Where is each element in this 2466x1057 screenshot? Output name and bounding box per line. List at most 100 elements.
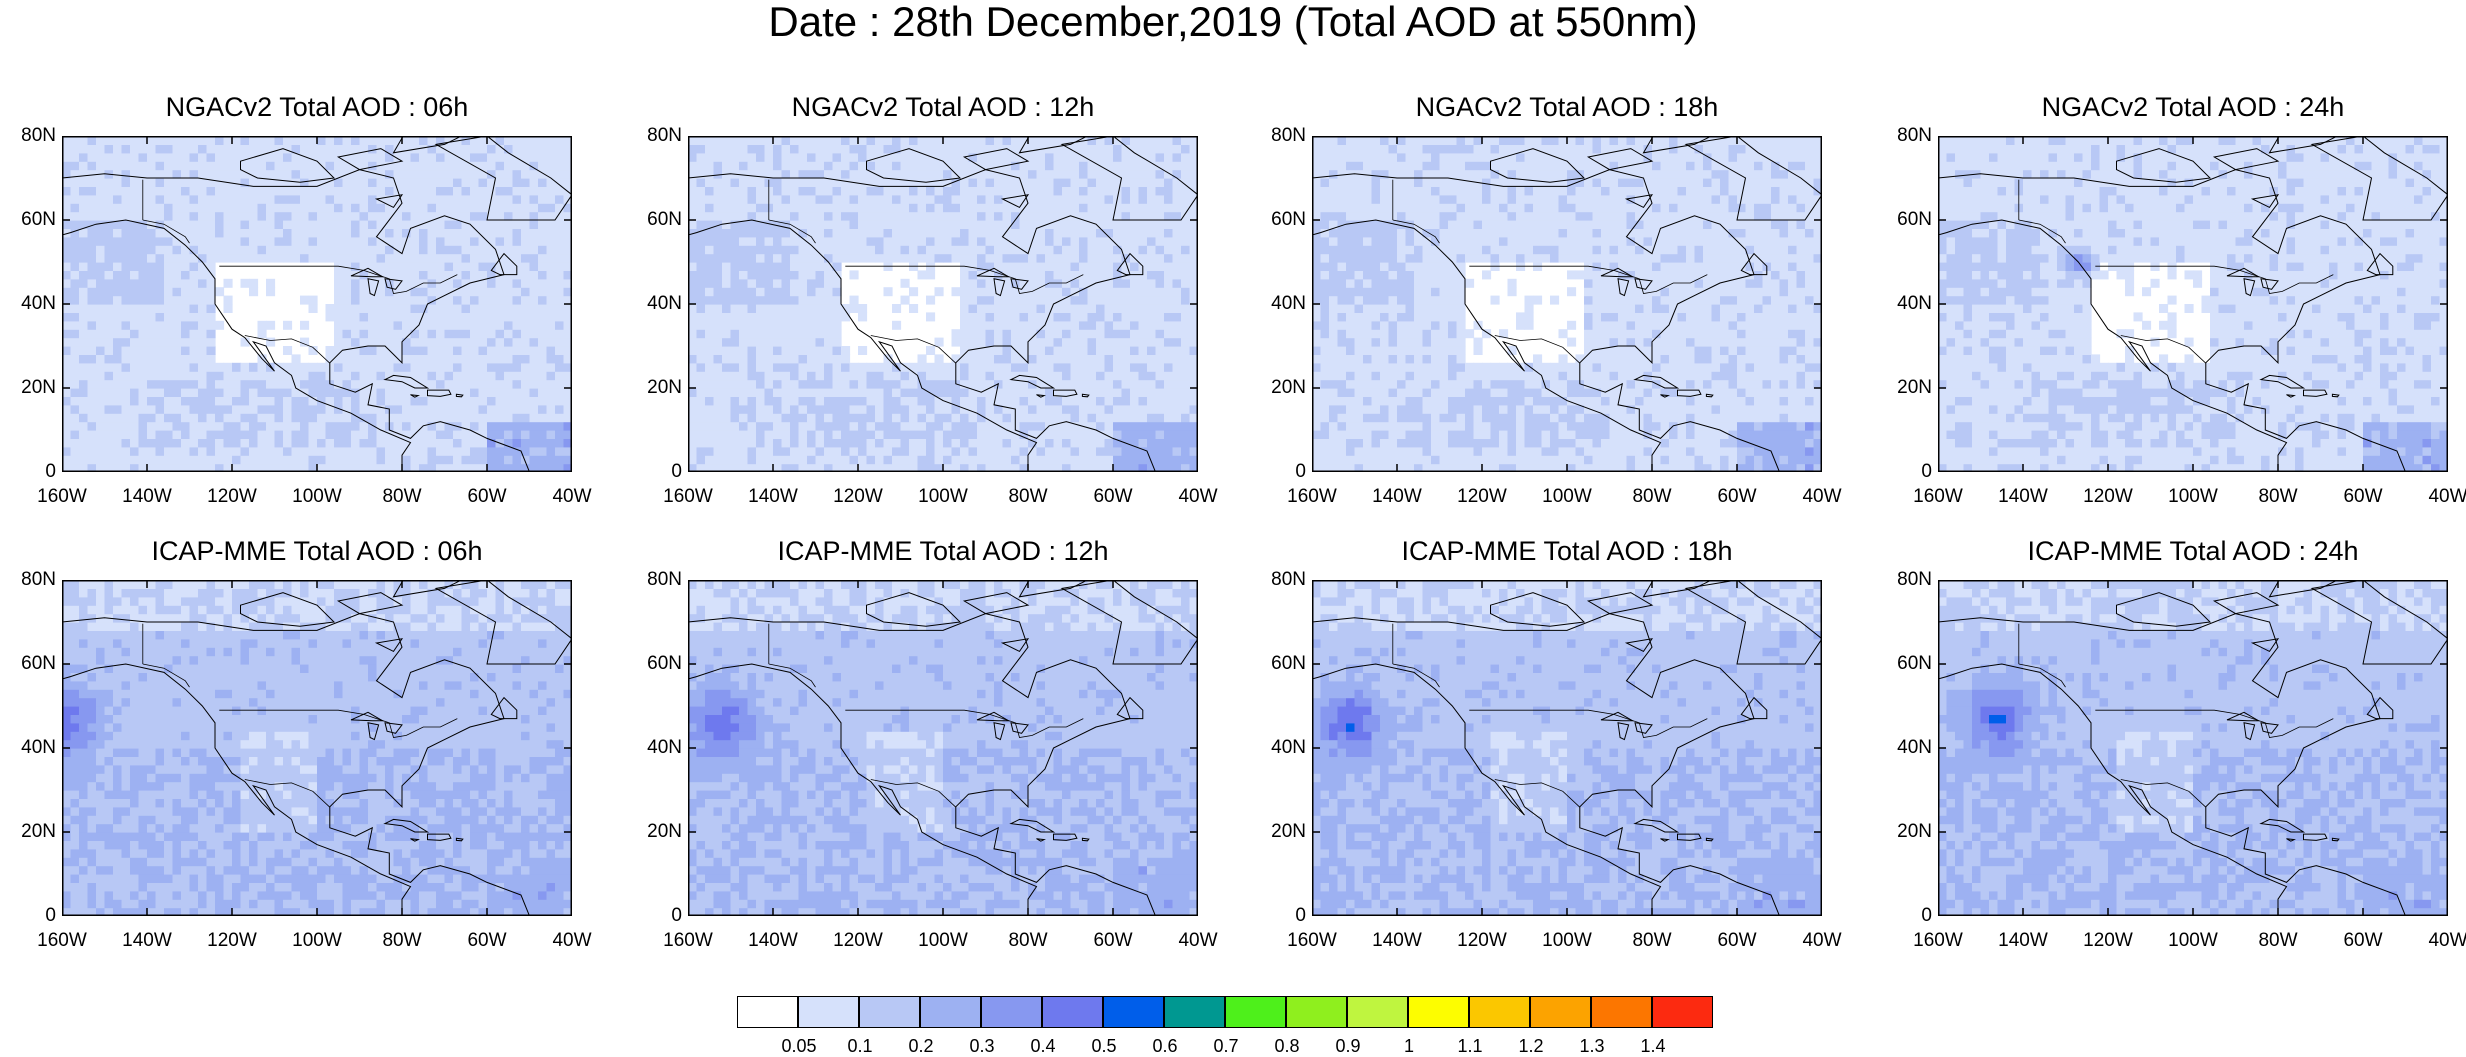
lon-tick-label: 100W — [903, 486, 983, 508]
lat-tick-label: 60N — [1250, 209, 1306, 231]
colorbar-swatch — [798, 996, 859, 1028]
lon-tick-label: 60W — [2323, 486, 2403, 508]
lat-tick-label: 80N — [626, 569, 682, 591]
lon-tick-label: 120W — [1442, 486, 1522, 508]
lon-tick-label: 140W — [1357, 486, 1437, 508]
lon-tick-label: 100W — [2153, 486, 2233, 508]
colorbar-label: 1 — [1379, 1036, 1439, 1057]
lat-tick-label: 40N — [1876, 293, 1932, 315]
aod-map — [1938, 136, 2448, 472]
colorbar-swatch — [1103, 996, 1164, 1028]
lon-tick-label: 120W — [818, 930, 898, 952]
panel-title: ICAP-MME Total AOD : 12h — [688, 536, 1198, 567]
colorbar-label: 0.05 — [769, 1036, 829, 1057]
lon-tick-label: 160W — [1272, 486, 1352, 508]
lon-tick-label: 160W — [648, 930, 728, 952]
lat-tick-label: 40N — [626, 737, 682, 759]
lat-tick-label: 0 — [1876, 905, 1932, 927]
colorbar-label: 0.7 — [1196, 1036, 1256, 1057]
lon-tick-label: 120W — [2068, 930, 2148, 952]
main-title: Date : 28th December,2019 (Total AOD at … — [0, 0, 2466, 44]
lon-tick-label: 100W — [1527, 486, 1607, 508]
lat-tick-label: 60N — [1876, 653, 1932, 675]
lon-tick-label: 40W — [2408, 930, 2466, 952]
lon-tick-label: 100W — [2153, 930, 2233, 952]
colorbar-swatch — [981, 996, 1042, 1028]
colorbar-label: 1.1 — [1440, 1036, 1500, 1057]
aod-map — [62, 580, 572, 916]
lon-tick-label: 60W — [2323, 930, 2403, 952]
lon-tick-label: 140W — [733, 930, 813, 952]
lat-tick-label: 60N — [626, 653, 682, 675]
colorbar-label: 1.3 — [1562, 1036, 1622, 1057]
lon-tick-label: 160W — [1898, 930, 1978, 952]
colorbar-label: 0.9 — [1318, 1036, 1378, 1057]
lon-tick-label: 40W — [1158, 930, 1238, 952]
panel-title: NGACv2 Total AOD : 24h — [1938, 92, 2448, 123]
colorbar-swatch — [920, 996, 981, 1028]
lat-tick-label: 40N — [0, 293, 56, 315]
lat-tick-label: 60N — [1250, 653, 1306, 675]
lat-tick-label: 80N — [1250, 125, 1306, 147]
lat-tick-label: 40N — [626, 293, 682, 315]
lon-tick-label: 140W — [107, 930, 187, 952]
lon-tick-label: 80W — [2238, 486, 2318, 508]
lon-tick-label: 120W — [818, 486, 898, 508]
lon-tick-label: 60W — [447, 486, 527, 508]
lon-tick-label: 100W — [277, 930, 357, 952]
lon-tick-label: 140W — [1983, 486, 2063, 508]
lon-tick-label: 60W — [1073, 930, 1153, 952]
lon-tick-label: 140W — [1357, 930, 1437, 952]
lon-tick-label: 120W — [192, 930, 272, 952]
colorbar-label: 0.1 — [830, 1036, 890, 1057]
lat-tick-label: 0 — [626, 905, 682, 927]
lon-tick-label: 120W — [192, 486, 272, 508]
colorbar-swatch — [1469, 996, 1530, 1028]
colorbar-swatch — [737, 996, 798, 1028]
lon-tick-label: 80W — [988, 486, 1068, 508]
lat-tick-label: 40N — [0, 737, 56, 759]
lat-tick-label: 0 — [1250, 905, 1306, 927]
lat-tick-label: 80N — [1876, 125, 1932, 147]
colorbar-label: 0.6 — [1135, 1036, 1195, 1057]
lon-tick-label: 40W — [1158, 486, 1238, 508]
lat-tick-label: 0 — [626, 461, 682, 483]
colorbar-swatch — [1652, 996, 1713, 1028]
lon-tick-label: 40W — [532, 486, 612, 508]
lat-tick-label: 20N — [0, 821, 56, 843]
lon-tick-label: 120W — [2068, 486, 2148, 508]
lat-tick-label: 20N — [626, 821, 682, 843]
lat-tick-label: 80N — [1250, 569, 1306, 591]
aod-map — [688, 580, 1198, 916]
colorbar-swatch — [1225, 996, 1286, 1028]
lat-tick-label: 60N — [626, 209, 682, 231]
lon-tick-label: 160W — [1272, 930, 1352, 952]
lon-tick-label: 160W — [22, 930, 102, 952]
lat-tick-label: 0 — [1250, 461, 1306, 483]
lon-tick-label: 140W — [107, 486, 187, 508]
lat-tick-label: 60N — [0, 653, 56, 675]
colorbar-swatch — [1286, 996, 1347, 1028]
aod-map — [1938, 580, 2448, 916]
lat-tick-label: 40N — [1876, 737, 1932, 759]
panel-title: ICAP-MME Total AOD : 18h — [1312, 536, 1822, 567]
aod-map — [1312, 136, 1822, 472]
colorbar-swatch — [859, 996, 920, 1028]
colorbar-swatch — [1591, 996, 1652, 1028]
lon-tick-label: 100W — [1527, 930, 1607, 952]
lon-tick-label: 80W — [1612, 486, 1692, 508]
lon-tick-label: 60W — [1073, 486, 1153, 508]
lat-tick-label: 20N — [1250, 377, 1306, 399]
colorbar-label: 1.2 — [1501, 1036, 1561, 1057]
lon-tick-label: 80W — [362, 486, 442, 508]
panel-title: ICAP-MME Total AOD : 24h — [1938, 536, 2448, 567]
lat-tick-label: 0 — [1876, 461, 1932, 483]
colorbar-label: 0.8 — [1257, 1036, 1317, 1057]
aod-map — [688, 136, 1198, 472]
panel-title: NGACv2 Total AOD : 18h — [1312, 92, 1822, 123]
colorbar-swatch — [1042, 996, 1103, 1028]
colorbar-swatch — [1347, 996, 1408, 1028]
lon-tick-label: 40W — [2408, 486, 2466, 508]
lon-tick-label: 100W — [903, 930, 983, 952]
lon-tick-label: 80W — [362, 930, 442, 952]
